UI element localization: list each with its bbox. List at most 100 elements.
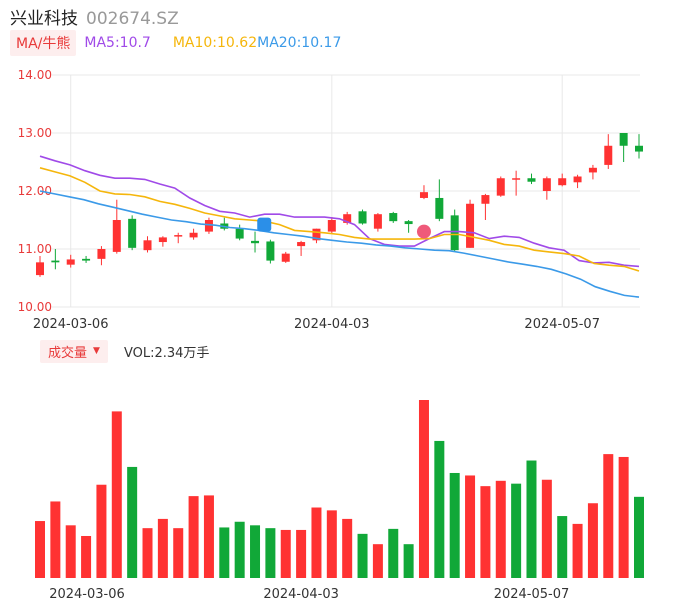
dropdown-caret-icon: ▼	[93, 346, 100, 356]
volume-bar	[572, 523, 583, 578]
candle-body	[573, 176, 582, 183]
volume-bar	[35, 521, 45, 578]
candle-body	[204, 220, 213, 232]
price-date-label: 2024-03-06	[33, 317, 109, 332]
candle-body	[435, 197, 444, 219]
candle-body	[312, 228, 321, 241]
price-date-label: 2024-05-07	[524, 317, 600, 332]
candle-body	[496, 178, 505, 196]
candle-body	[343, 214, 352, 223]
candle-body	[481, 195, 490, 204]
volume-legend: 成交量 ▼ VOL:2.34万手	[40, 339, 210, 363]
price-tick-label: 13.00	[18, 126, 52, 140]
candle-body	[128, 218, 137, 248]
candle-body	[297, 242, 306, 247]
price-tick-label: 14.00	[18, 68, 52, 82]
volume-bar	[465, 475, 476, 578]
volume-bar	[250, 525, 261, 578]
candle-body	[389, 213, 398, 222]
volume-bar	[449, 472, 460, 578]
volume-bar	[50, 501, 61, 578]
ma10-legend-item: MA10:10.62	[172, 35, 258, 51]
stock-name: 兴业科技	[10, 9, 78, 29]
candle-body	[235, 228, 244, 239]
volume-bar	[234, 521, 245, 578]
price-chart[interactable]: 14.00 13.00 12.00 11.00 10.00 2024-03-06 2024-…	[0, 0, 686, 340]
candle-body	[588, 167, 597, 173]
candle-body	[558, 178, 567, 186]
candle-body	[158, 237, 167, 243]
volume-bar	[173, 528, 184, 578]
candle-body	[419, 192, 428, 198]
price-tick-label: 11.00	[18, 242, 52, 256]
price-tick-label: 12.00	[18, 184, 52, 198]
candle-body	[373, 214, 382, 229]
volume-bar	[96, 484, 107, 578]
candle-body	[266, 241, 275, 261]
candle-body	[604, 145, 613, 165]
volume-date-label: 2024-04-03	[263, 587, 339, 602]
volume-bar	[557, 516, 568, 578]
ma5-legend-item: MA5:10.7	[84, 35, 151, 51]
candle-body	[635, 145, 643, 152]
volume-bar	[541, 479, 552, 578]
volume-indicator-selector[interactable]: 成交量 ▼	[40, 339, 108, 363]
candle-body	[36, 262, 44, 276]
candle-body	[542, 178, 551, 191]
volume-bar	[587, 503, 598, 578]
event-marker-blue-icon	[257, 217, 272, 232]
volume-bar	[280, 529, 291, 578]
volume-value: VOL:2.34万手	[123, 345, 210, 361]
volume-bar	[127, 466, 138, 578]
ma20-line	[39, 190, 640, 298]
volume-bar	[81, 535, 92, 578]
candle-body	[281, 253, 290, 262]
volume-bar	[418, 400, 429, 578]
volume-bar	[342, 518, 353, 578]
candle-body	[66, 259, 75, 265]
volume-bar	[434, 440, 445, 578]
volume-bar	[618, 456, 629, 578]
candle-body	[174, 235, 183, 237]
candle-body	[512, 178, 521, 180]
volume-bar	[265, 528, 276, 578]
volume-bar	[357, 533, 368, 578]
volume-bar	[188, 496, 199, 578]
ma-legend: MA/牛熊 MA5:10.7 MA10:10.62 MA20:10.17	[10, 30, 341, 56]
volume-bar	[372, 544, 383, 578]
volume-indicator-label: 成交量	[48, 345, 88, 361]
price-date-label: 2024-04-03	[294, 317, 370, 332]
candle-body	[466, 203, 475, 248]
volume-bar	[203, 495, 214, 578]
volume-bar	[603, 454, 614, 578]
candle-body	[450, 215, 459, 251]
candle-body	[112, 220, 121, 252]
volume-bar	[157, 518, 168, 578]
volume-bar	[388, 528, 399, 578]
stock-code: 002674.SZ	[86, 9, 179, 29]
volume-bar	[480, 486, 491, 578]
volume-date-label: 2024-05-07	[494, 587, 570, 602]
ma-indicator-selector[interactable]: MA/牛熊	[10, 30, 77, 56]
candle-body	[358, 211, 367, 224]
volume-bar	[219, 527, 230, 578]
stock-header: 兴业科技 002674.SZ	[10, 4, 179, 29]
candle-body	[189, 232, 198, 238]
volume-bar	[403, 544, 414, 578]
volume-bar	[142, 528, 153, 578]
volume-bar	[634, 496, 644, 578]
volume-bar	[511, 483, 522, 578]
candle-body	[82, 258, 91, 261]
volume-bar	[326, 510, 337, 578]
volume-bar	[111, 411, 122, 578]
candle-body	[51, 260, 60, 263]
volume-bar	[495, 480, 506, 578]
candle-body	[143, 240, 152, 251]
volume-date-label: 2024-03-06	[49, 587, 125, 602]
volume-bar	[311, 507, 322, 578]
price-tick-label: 10.00	[18, 300, 52, 314]
candle-body	[404, 221, 413, 225]
candle-body	[251, 240, 260, 244]
volume-bar	[526, 460, 537, 578]
ma5-line	[39, 155, 640, 268]
